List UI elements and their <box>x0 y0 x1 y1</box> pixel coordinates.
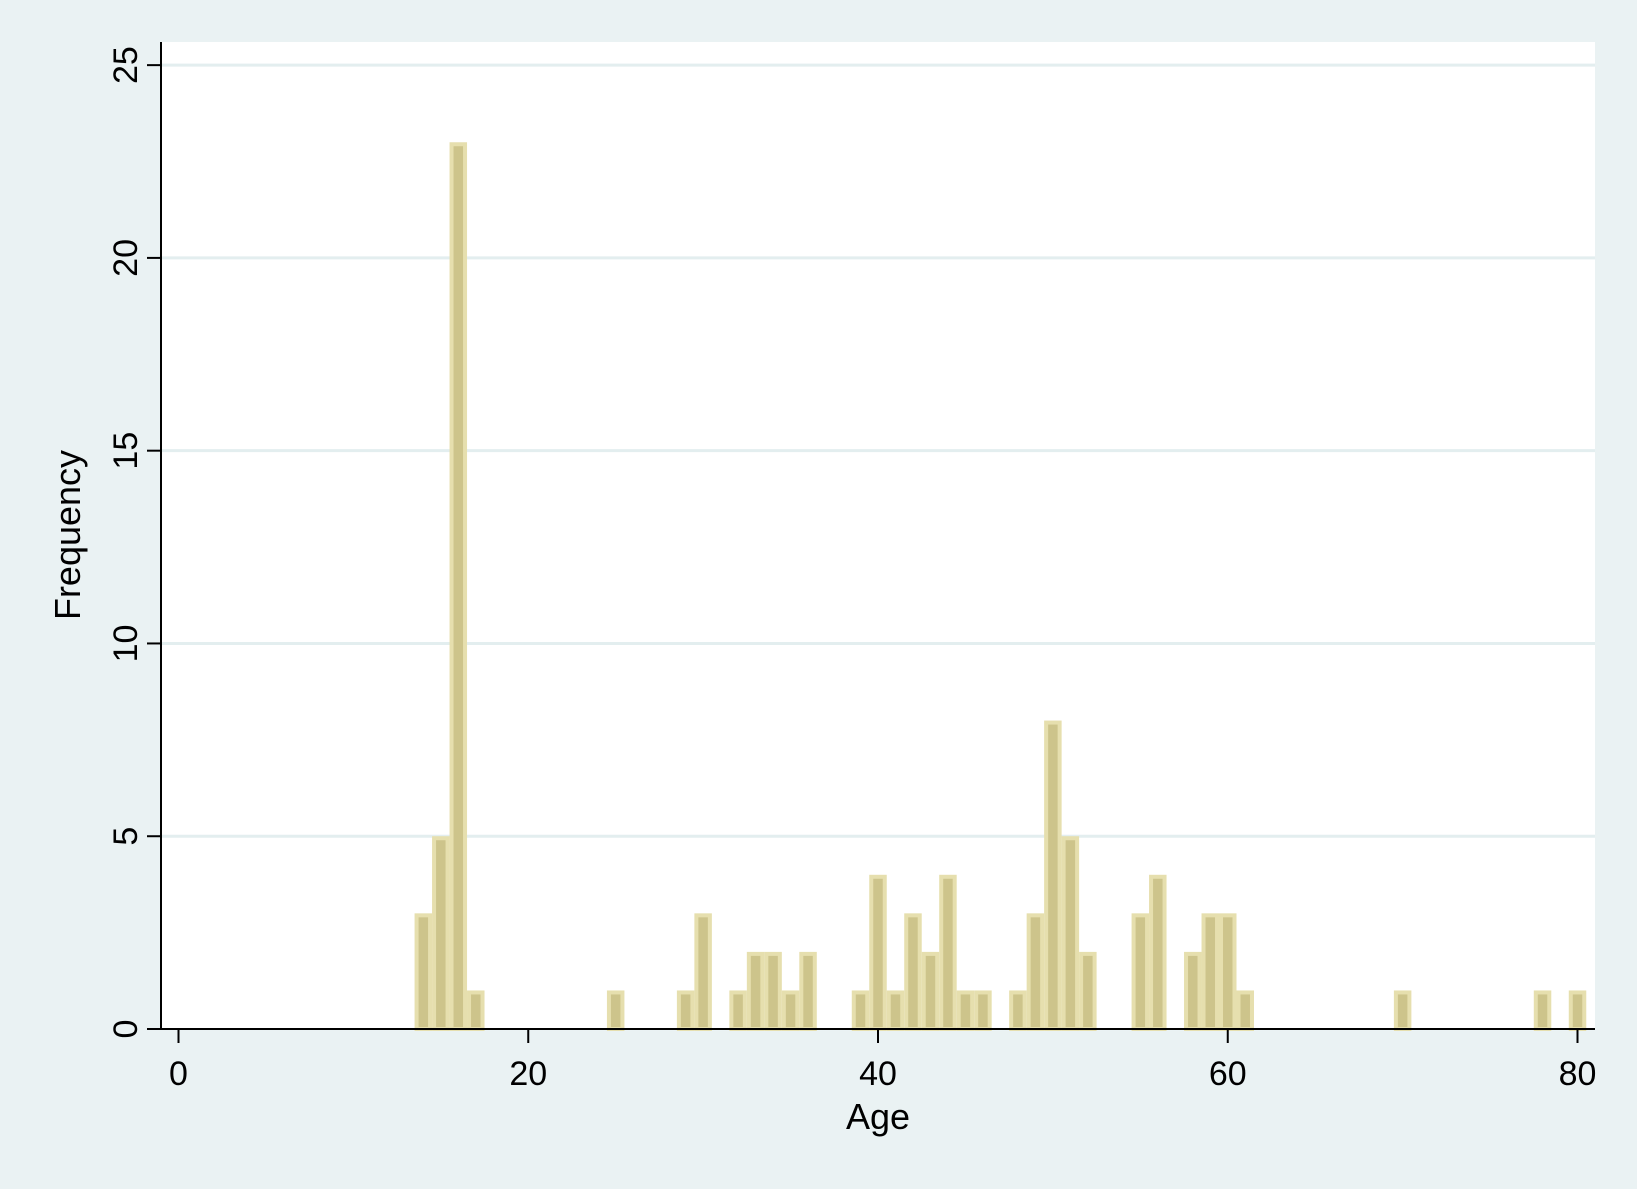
x-tick-label: 80 <box>1559 1055 1597 1093</box>
histogram-bar <box>729 990 747 1031</box>
histogram-bar <box>1393 990 1412 1031</box>
histogram-bar <box>956 990 975 1031</box>
histogram-bar <box>606 990 625 1031</box>
gridlines <box>161 63 1595 838</box>
histogram-bar <box>904 913 922 1031</box>
histogram-bar <box>1079 951 1097 1031</box>
y-tick-label: 0 <box>107 1020 145 1039</box>
x-tick-label: 40 <box>859 1055 897 1093</box>
histogram-bar <box>1044 720 1062 1031</box>
histogram-bar <box>764 951 782 1031</box>
histogram-bar <box>1149 874 1167 1031</box>
histogram-bar <box>1568 990 1587 1031</box>
x-tick-label: 60 <box>1209 1055 1247 1093</box>
y-ticks: 0 5 10 15 20 25 <box>107 46 161 1038</box>
histogram-bar <box>1009 990 1027 1031</box>
y-tick-label: 25 <box>107 46 145 84</box>
histogram-bar <box>974 990 992 1031</box>
histogram-bar <box>1061 836 1080 1031</box>
histogram-bar <box>851 990 870 1031</box>
histogram-bar <box>414 913 433 1031</box>
y-tick-label: 10 <box>107 625 145 663</box>
x-tick-label: 0 <box>169 1055 188 1093</box>
histogram-bar <box>1131 913 1150 1031</box>
histogram-bar <box>432 836 450 1031</box>
histogram-bar <box>467 990 485 1031</box>
y-tick-label: 15 <box>107 432 145 470</box>
histogram-bar <box>694 913 712 1031</box>
y-tick-label: 20 <box>107 239 145 277</box>
histogram-bar <box>921 951 940 1031</box>
histogram-bar <box>1184 951 1202 1031</box>
x-tick-label: 20 <box>509 1055 547 1093</box>
histogram-bar <box>676 990 695 1031</box>
histogram-bar <box>886 990 905 1031</box>
histogram-bar <box>799 951 817 1031</box>
x-axis-title: Age <box>846 1096 910 1137</box>
histogram-bar <box>746 951 765 1031</box>
histogram-bar <box>1026 913 1045 1031</box>
histogram-bar <box>939 874 957 1031</box>
histogram-bar <box>1236 990 1254 1031</box>
y-tick-label: 5 <box>107 827 145 846</box>
x-ticks: 0 20 40 60 80 <box>169 1029 1596 1093</box>
y-axis-title: Frequency <box>47 450 88 620</box>
histogram-bar <box>869 874 887 1031</box>
histogram-bar <box>449 142 468 1031</box>
histogram-bar <box>781 990 800 1031</box>
histogram-bar <box>1201 913 1220 1031</box>
plot-area <box>161 42 1595 1029</box>
histogram-bar <box>1533 990 1552 1031</box>
histogram-bar <box>1219 913 1237 1031</box>
